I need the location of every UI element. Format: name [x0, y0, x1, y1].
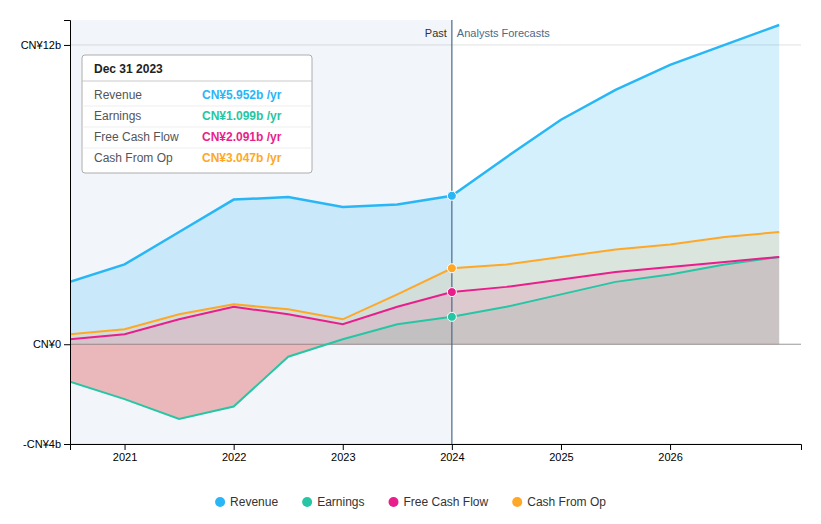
y-tick-mark	[64, 444, 70, 445]
legend: Revenue Earnings Free Cash Flow Cash From O…	[215, 495, 606, 509]
x-tick: 2026	[658, 444, 682, 463]
y-axis-line	[64, 21, 71, 445]
legend-swatch	[302, 497, 312, 507]
tooltip-divider	[82, 148, 312, 149]
x-tick: 2023	[331, 444, 355, 463]
area-group	[70, 25, 779, 344]
x-tick-label: 2025	[549, 451, 573, 463]
tooltip-label: Revenue	[94, 88, 142, 102]
line	[70, 232, 779, 334]
legend-swatch	[512, 497, 522, 507]
x-tick: 2022	[222, 444, 246, 463]
x-tick: 2025	[549, 444, 573, 463]
tooltip-divider	[82, 81, 312, 82]
x-tick: 2024	[440, 444, 464, 463]
x-axis-line	[71, 445, 802, 451]
tooltip-value: CN¥3.047b /yr	[202, 151, 282, 165]
y-tick-label: CN¥0	[33, 338, 61, 350]
tooltip-label: Earnings	[94, 109, 141, 123]
x-tick-label: 2024	[440, 451, 464, 463]
x-tick-mark	[125, 444, 126, 450]
y-tick: -CN¥4b	[23, 438, 70, 450]
x-tick-mark	[452, 444, 453, 450]
legend-label: Cash From Op	[527, 495, 606, 509]
marker	[447, 191, 456, 200]
y-axis: -CN¥4b CN¥0 CN¥12b	[21, 21, 71, 451]
legend-label: Revenue	[230, 495, 278, 509]
legend-item: Cash From Op	[512, 495, 606, 509]
area-negative	[70, 344, 779, 419]
legend-item: Free Cash Flow	[389, 495, 489, 509]
legend-swatch	[389, 497, 399, 507]
annotation: Analysts Forecasts	[457, 27, 550, 39]
y-tick-label: CN¥12b	[21, 39, 61, 51]
x-tick-mark	[670, 444, 671, 450]
x-tick: 2021	[113, 444, 137, 463]
lines	[70, 25, 779, 419]
line	[70, 257, 779, 339]
legend-swatch	[215, 497, 225, 507]
tooltip-title: Dec 31 2023	[94, 62, 163, 76]
tooltip: Dec 31 2023 Revenue CN¥5.952b /yr Earnings C…	[82, 55, 312, 173]
legend-label: Free Cash Flow	[404, 495, 489, 509]
tooltip-value: CN¥5.952b /yr	[202, 88, 282, 102]
x-tick-label: 2021	[113, 451, 137, 463]
areas	[70, 25, 779, 419]
marker	[447, 264, 456, 273]
tooltip-label: Free Cash Flow	[94, 130, 179, 144]
y-tick-mark	[64, 45, 70, 46]
legend-item: Revenue	[215, 495, 278, 509]
area	[70, 25, 779, 344]
chart: 2021 2022 2023 2024 2025 2026 -CN¥4b CN¥0 CN¥12b…	[0, 0, 821, 524]
divider	[451, 20, 452, 444]
tooltip-label: Cash From Op	[94, 151, 173, 165]
markers	[447, 191, 456, 321]
x-tick-label: 2026	[658, 451, 682, 463]
x-tick-mark	[561, 444, 562, 450]
y-tick: CN¥0	[33, 338, 70, 350]
tooltip-value: CN¥2.091b /yr	[202, 130, 282, 144]
x-tick-label: 2023	[331, 451, 355, 463]
marker	[447, 288, 456, 297]
x-tick-label: 2022	[222, 451, 246, 463]
x-axis: 2021 2022 2023 2024 2025 2026	[71, 444, 802, 463]
tooltip-box	[82, 55, 312, 173]
legend-item: Earnings	[302, 495, 364, 509]
y-tick: CN¥12b	[21, 39, 70, 51]
area-group	[70, 344, 779, 419]
tooltip-divider	[82, 106, 312, 107]
tooltip-value: CN¥1.099b /yr	[202, 109, 282, 123]
annotations: Past Analysts Forecasts	[425, 27, 550, 39]
x-tick-mark	[234, 444, 235, 450]
marker	[447, 312, 456, 321]
tooltip-divider	[82, 127, 312, 128]
area	[70, 232, 779, 344]
area-group	[70, 232, 779, 344]
legend-label: Earnings	[317, 495, 364, 509]
x-tick-mark	[343, 444, 344, 450]
plot-area	[70, 20, 779, 444]
y-tick-label: -CN¥4b	[23, 438, 61, 450]
y-tick-mark	[64, 344, 70, 345]
annotation: Past	[425, 27, 447, 39]
